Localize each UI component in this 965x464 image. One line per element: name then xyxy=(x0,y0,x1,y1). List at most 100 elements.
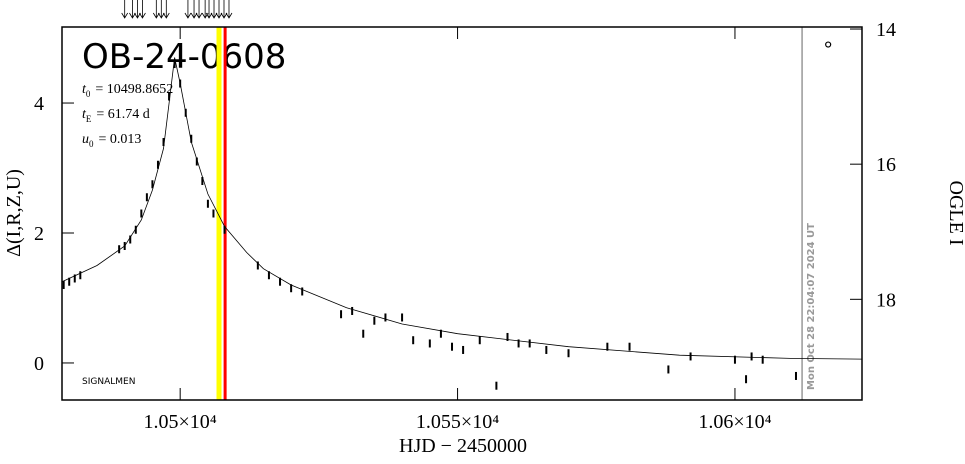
param-text: u0 = 0.013 xyxy=(82,132,141,149)
data-point xyxy=(173,60,176,69)
data-point xyxy=(667,365,670,374)
param-sub: 0 xyxy=(86,89,91,99)
data-point xyxy=(689,352,692,361)
data-point xyxy=(412,336,415,345)
y2-tick-label: 18 xyxy=(876,289,896,311)
data-point xyxy=(184,108,187,117)
y2-tick-label: 14 xyxy=(876,19,896,41)
arrow xyxy=(210,0,218,19)
data-point xyxy=(73,274,76,283)
data-point xyxy=(134,225,137,234)
data-point xyxy=(428,339,431,348)
data-point xyxy=(123,241,126,250)
y-axis-label: Δ(I,R,Z,U) xyxy=(3,169,25,257)
data-point xyxy=(439,329,442,338)
data-point xyxy=(628,342,631,351)
data-point xyxy=(478,336,481,345)
data-point xyxy=(733,355,736,364)
x-tick-label: 1.05×10⁴ xyxy=(144,411,217,433)
arrow xyxy=(225,0,233,19)
arrow xyxy=(121,0,129,19)
arrow xyxy=(205,0,213,19)
data-point xyxy=(567,349,570,358)
data-point xyxy=(373,316,376,325)
x-tick-label: 1.06×10⁴ xyxy=(698,411,771,433)
model-curve xyxy=(61,57,863,360)
data-point xyxy=(279,277,282,286)
data-point xyxy=(451,342,454,351)
data-point xyxy=(129,235,132,244)
arrow xyxy=(162,0,170,19)
param-symbol: t xyxy=(82,107,87,122)
data-point xyxy=(140,209,143,218)
data-point xyxy=(384,313,387,322)
arrow xyxy=(139,0,146,19)
data-point xyxy=(195,157,198,166)
arrow xyxy=(190,0,198,19)
data-point xyxy=(351,306,354,315)
param-sub: E xyxy=(86,114,92,124)
data-point xyxy=(506,332,509,341)
data-point xyxy=(190,134,193,143)
x-axis-label: HJD − 2450000 xyxy=(399,435,527,457)
y-tick-label: 0 xyxy=(34,353,44,375)
arrow xyxy=(152,0,160,19)
data-point xyxy=(179,79,182,88)
data-point xyxy=(462,345,465,354)
data-point xyxy=(517,339,520,348)
param-value: = 0.013 xyxy=(99,132,142,147)
data-point xyxy=(362,329,365,338)
now-label: Mon Oct 28 22:04:07 2024 UT xyxy=(806,223,817,390)
data-point xyxy=(761,355,764,364)
arrow xyxy=(134,0,141,19)
data-point xyxy=(68,277,71,286)
arrow xyxy=(129,0,136,19)
arrow xyxy=(184,0,192,19)
param-symbol: t xyxy=(82,82,87,97)
param-symbol: u xyxy=(82,132,89,147)
x-tick-label: 1.055×10⁴ xyxy=(416,411,499,433)
data-point xyxy=(145,193,148,202)
data-point xyxy=(495,381,498,390)
param-sub: 0 xyxy=(89,139,94,149)
param-text: tE = 61.74 d xyxy=(82,107,150,124)
data-point xyxy=(545,345,548,354)
data-point xyxy=(301,287,304,296)
param-value: = 61.74 d xyxy=(96,107,149,122)
data-point xyxy=(401,313,404,322)
data-point xyxy=(340,310,343,319)
y2-tick-label: 16 xyxy=(876,154,896,176)
arrow xyxy=(157,0,165,19)
data-point xyxy=(290,284,293,293)
data-point xyxy=(528,339,531,348)
data-point xyxy=(162,138,165,147)
y2-axis-label: OGLE I xyxy=(945,181,965,246)
data-point xyxy=(156,160,159,169)
arrow xyxy=(215,0,223,19)
plot-frame xyxy=(61,26,863,401)
data-point xyxy=(212,209,215,218)
arrow xyxy=(195,0,203,19)
signature: SIGNALMEN xyxy=(82,377,135,387)
y-tick-label: 4 xyxy=(34,93,44,115)
data-point xyxy=(79,271,82,280)
data-point xyxy=(267,271,270,280)
data-point xyxy=(745,375,748,384)
param-text: t0 = 10498.8652 xyxy=(82,82,173,99)
y-tick-label: 2 xyxy=(34,223,44,245)
data-point xyxy=(118,245,121,254)
data-point xyxy=(606,342,609,351)
chart-title: OB-24-0608 xyxy=(82,37,286,77)
data-point xyxy=(750,352,753,361)
arrow xyxy=(220,0,228,19)
param-value: = 10498.8652 xyxy=(95,82,173,97)
data-point xyxy=(201,177,204,186)
data-point xyxy=(794,371,797,380)
data-point xyxy=(223,225,226,234)
data-point xyxy=(256,261,259,270)
extra-point xyxy=(825,41,832,48)
data-point xyxy=(62,280,65,289)
data-point xyxy=(206,199,209,208)
data-point xyxy=(168,92,171,101)
